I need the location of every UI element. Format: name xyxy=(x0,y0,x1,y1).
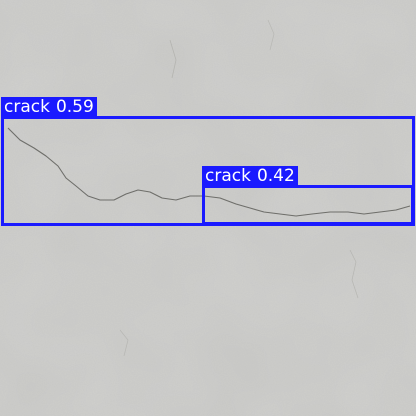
class-name: crack xyxy=(205,166,251,186)
class-name: crack xyxy=(4,97,50,117)
detection-label-crack-1: crack 0.59 xyxy=(1,97,97,117)
detection-box-crack-2 xyxy=(202,185,414,225)
confidence-score: 0.42 xyxy=(256,166,295,186)
confidence-score: 0.59 xyxy=(55,97,94,117)
crack-line xyxy=(7,127,411,217)
detection-label-crack-2: crack 0.42 xyxy=(202,166,298,186)
